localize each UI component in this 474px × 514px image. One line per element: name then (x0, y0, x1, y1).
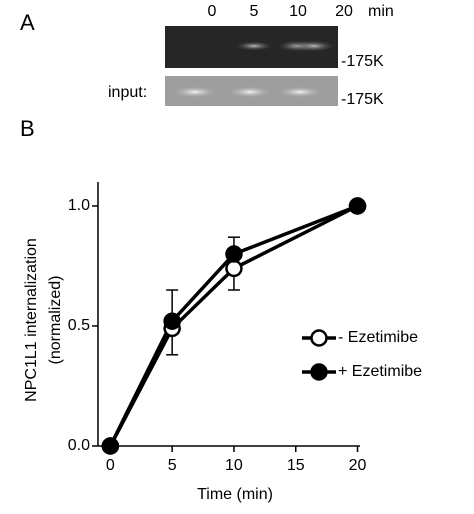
legend-marker (310, 329, 328, 347)
input-label: input: (108, 84, 147, 101)
lane-label: 10 (289, 3, 307, 20)
panel-label: B (20, 116, 35, 141)
lane-label: 0 (208, 3, 217, 20)
lane-label: 20 (335, 3, 353, 20)
y-tick-label: 1.0 (68, 197, 90, 214)
legend-label: - Ezetimibe (338, 329, 418, 346)
panel-label: A (20, 10, 35, 35)
marker (101, 437, 120, 455)
marker (225, 245, 243, 263)
lane-label: 5 (250, 3, 259, 20)
lane-unit: min (368, 3, 394, 20)
series-line (108, 204, 359, 447)
x-tick-label: 10 (225, 457, 243, 474)
legend-marker (310, 363, 328, 381)
y-tick-label: 0.5 (68, 317, 90, 334)
x-tick-label: 0 (106, 457, 115, 474)
marker-label: -175K (341, 91, 384, 108)
y-tick-label: 0.0 (68, 437, 90, 454)
y-axis-label: NPC1L1 internalization (23, 238, 40, 402)
marker (348, 197, 367, 215)
band (292, 40, 336, 52)
marker (163, 312, 181, 330)
legend-label: + Ezetimibe (338, 363, 422, 380)
marker-label: -175K (341, 53, 384, 70)
marker (225, 259, 243, 278)
x-axis-label: Time (min) (197, 486, 273, 503)
x-tick-label: 20 (349, 457, 367, 474)
band (234, 41, 274, 51)
y-axis-label: (normalized) (47, 276, 64, 365)
band (226, 86, 274, 98)
x-tick-label: 15 (287, 457, 305, 474)
band (276, 86, 324, 98)
x-tick-label: 5 (168, 457, 177, 474)
band (171, 86, 219, 98)
